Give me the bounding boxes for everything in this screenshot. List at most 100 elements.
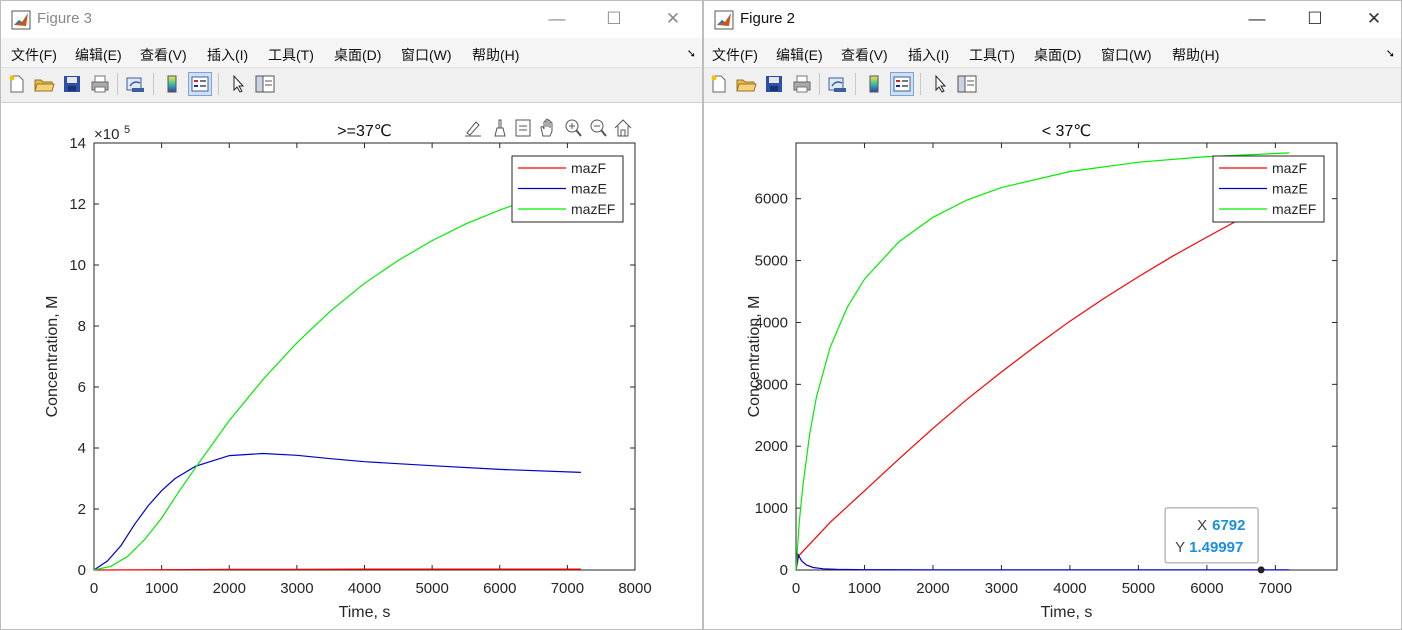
chart-figure-3[interactable]: 0 1000 2000 3000 4000 5000 6000 7000 8000 0 2 4 6 8 10… xyxy=(1,103,702,629)
y-tick-label: 10 xyxy=(69,257,86,274)
open-folder-icon[interactable] xyxy=(735,73,757,95)
edit-plot-icon[interactable] xyxy=(465,121,481,137)
legend-label-mazEF: mazEF xyxy=(571,201,615,217)
menu-edit[interactable]: 编辑(E) xyxy=(75,47,122,63)
title-bar[interactable]: Figure 3 — ☐ ✕ xyxy=(1,1,702,38)
x-tick-label: 4000 xyxy=(348,580,381,597)
toolbar-separator xyxy=(218,73,219,95)
data-tips-icon[interactable] xyxy=(515,119,531,137)
zoom-out-icon[interactable] xyxy=(590,119,607,137)
x-tick-label: 2000 xyxy=(916,580,949,597)
figure-2-window[interactable]: Figure 2 — ☐ ✕ 文件(F) 编辑(E) 查看(V) 插入(I) 工… xyxy=(703,0,1402,630)
y-exponent-label: ×10 xyxy=(94,126,119,143)
menu-help[interactable]: 帮助(H) xyxy=(472,47,520,63)
legend-label-mazE: mazE xyxy=(571,181,607,197)
datatip-x-label: X xyxy=(1197,517,1207,534)
y-tick-label: 14 xyxy=(69,135,86,152)
menu-tools[interactable]: 工具(T) xyxy=(268,47,314,63)
print-icon[interactable] xyxy=(791,73,813,95)
brush-icon[interactable] xyxy=(494,119,506,137)
y-tick-label: 6000 xyxy=(755,191,788,208)
x-tick-label: 1000 xyxy=(848,580,881,597)
property-inspector-icon[interactable] xyxy=(956,73,978,95)
x-tick-label: 8000 xyxy=(618,580,651,597)
datatip-y-label: Y xyxy=(1175,539,1185,556)
menu-view[interactable]: 查看(V) xyxy=(140,47,187,63)
maximize-button[interactable]: ☐ xyxy=(606,9,622,28)
link-plot-icon[interactable] xyxy=(124,73,146,95)
matlab-logo-icon xyxy=(714,10,734,30)
pointer-icon[interactable] xyxy=(227,73,249,95)
x-tick-label: 6000 xyxy=(483,580,516,597)
property-inspector-icon[interactable] xyxy=(254,73,276,95)
pan-icon[interactable] xyxy=(540,118,553,137)
menu-tools[interactable]: 工具(T) xyxy=(969,47,1015,63)
figure-canvas[interactable]: 0 1000 2000 3000 4000 5000 6000 7000 0 1000 2000 30… xyxy=(704,103,1401,629)
series-line-mazE xyxy=(795,552,1290,571)
toolbar-separator xyxy=(920,73,921,95)
print-icon[interactable] xyxy=(89,73,111,95)
chart-figure-2[interactable]: 0 1000 2000 3000 4000 5000 6000 7000 0 1000 2000 30… xyxy=(704,103,1401,629)
menu-view[interactable]: 查看(V) xyxy=(841,47,888,63)
x-tick-label: 4000 xyxy=(1053,580,1086,597)
menu-file[interactable]: 文件(F) xyxy=(11,47,57,63)
menu-desktop[interactable]: 桌面(D) xyxy=(334,47,382,63)
pointer-icon[interactable] xyxy=(929,73,951,95)
legend-label-mazF: mazF xyxy=(1272,160,1307,176)
y-tick-label: 4000 xyxy=(755,314,788,331)
home-icon[interactable] xyxy=(614,119,632,137)
zoom-in-icon[interactable] xyxy=(565,119,582,137)
colorbar-icon[interactable] xyxy=(863,73,885,95)
close-button[interactable]: ✕ xyxy=(1366,9,1382,28)
new-file-icon[interactable] xyxy=(708,73,730,95)
x-tick-label: 6000 xyxy=(1190,580,1223,597)
menu-overflow-icon[interactable]: ➘ xyxy=(686,48,696,60)
y-axis-label: Concentration, M xyxy=(746,296,763,418)
chart-title: >=37℃ xyxy=(337,123,391,140)
menu-desktop[interactable]: 桌面(D) xyxy=(1034,47,1082,63)
close-button[interactable]: ✕ xyxy=(665,9,681,28)
new-file-icon[interactable] xyxy=(6,73,28,95)
colorbar-icon[interactable] xyxy=(161,73,183,95)
x-tick-label: 3000 xyxy=(985,580,1018,597)
open-folder-icon[interactable] xyxy=(33,73,55,95)
menu-edit[interactable]: 编辑(E) xyxy=(776,47,823,63)
y-tick-label: 0 xyxy=(78,562,86,579)
menu-file[interactable]: 文件(F) xyxy=(712,47,758,63)
series-line-mazF xyxy=(93,568,581,571)
y-tick-label: 2000 xyxy=(755,438,788,455)
legend-label-mazE: mazE xyxy=(1272,181,1308,197)
series-line-mazF xyxy=(795,195,1290,571)
legend-icon[interactable] xyxy=(188,72,212,96)
x-tick-label: 7000 xyxy=(1259,580,1292,597)
menu-bar: 文件(F) 编辑(E) 查看(V) 插入(I) 工具(T) 桌面(D) 窗口(W… xyxy=(704,38,1401,68)
menu-help[interactable]: 帮助(H) xyxy=(1172,47,1220,63)
menu-window[interactable]: 窗口(W) xyxy=(1101,47,1152,63)
series-line-mazEF xyxy=(93,185,582,571)
series-line-mazEF xyxy=(795,152,1290,571)
minimize-button[interactable]: — xyxy=(1248,9,1266,28)
datatip-x-value: 6792 xyxy=(1212,517,1245,534)
y-tick-label: 1000 xyxy=(755,500,788,517)
maximize-button[interactable]: ☐ xyxy=(1307,9,1323,28)
figure-toolbar xyxy=(704,68,1401,103)
menu-overflow-icon[interactable]: ➘ xyxy=(1385,48,1395,60)
save-icon[interactable] xyxy=(763,73,785,95)
save-icon[interactable] xyxy=(61,73,83,95)
x-axis-label: Time, s xyxy=(1041,604,1093,621)
menu-window[interactable]: 窗口(W) xyxy=(401,47,452,63)
datatip-box xyxy=(1164,507,1259,564)
menu-insert[interactable]: 插入(I) xyxy=(908,47,950,63)
legend-icon[interactable] xyxy=(890,72,914,96)
minimize-button[interactable]: — xyxy=(548,9,566,28)
y-axis-label: Concentration, M xyxy=(44,296,61,418)
title-bar[interactable]: Figure 2 — ☐ ✕ xyxy=(704,1,1401,38)
figure-canvas[interactable]: 0 1000 2000 3000 4000 5000 6000 7000 8000 0 2 4 6 8 10… xyxy=(1,103,702,629)
legend: mazF mazE mazEF xyxy=(511,155,624,223)
x-tick-label: 1000 xyxy=(145,580,178,597)
legend-label-mazF: mazF xyxy=(571,160,606,176)
x-tick-label: 0 xyxy=(90,580,98,597)
link-plot-icon[interactable] xyxy=(826,73,848,95)
menu-insert[interactable]: 插入(I) xyxy=(207,47,249,63)
figure-3-window[interactable]: Figure 3 — ☐ ✕ 文件(F) 编辑(E) 查看(V) 插入(I) 工… xyxy=(0,0,703,630)
